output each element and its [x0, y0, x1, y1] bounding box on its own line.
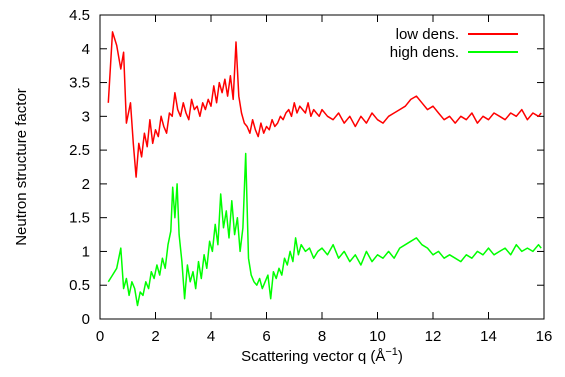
- legend-label-low-dens: low dens.: [396, 26, 459, 43]
- x-tick-label: 10: [369, 328, 386, 345]
- x-axis-label: Scattering vector q (Å−1): [241, 346, 403, 365]
- x-axis-label-text: Scattering vector q (Å: [241, 348, 385, 365]
- y-tick-label: 1: [82, 243, 90, 260]
- y-tick-label: 2.5: [69, 142, 90, 159]
- x-axis-label-superscript: −1: [385, 346, 398, 358]
- y-tick-label: 3: [82, 108, 90, 125]
- y-tick-label: 4.5: [69, 7, 90, 24]
- x-axis-label-close: ): [398, 348, 403, 365]
- y-axis-label: Neutron structure factor: [13, 88, 30, 246]
- series-line-high-dens: [107, 152, 542, 307]
- y-tick-label: 2: [82, 176, 90, 193]
- y-tick-label: 0: [82, 311, 90, 328]
- x-tick-label: 16: [536, 328, 553, 345]
- y-tick-label: 4: [82, 41, 90, 58]
- x-tick-label: 14: [480, 328, 497, 345]
- x-tick-label: 6: [262, 328, 270, 345]
- x-tick-label: 12: [425, 328, 442, 345]
- y-tick-label: 0.5: [69, 277, 90, 294]
- x-axis: 0 2 4 6 8 10 12 14 16: [96, 15, 553, 345]
- y-tick-label: 3.5: [69, 75, 90, 92]
- y-axis: 0 0.5 1 1.5 2 2.5 3 3.5 4 4.5: [69, 7, 544, 328]
- x-tick-label: 2: [151, 328, 159, 345]
- legend: low dens. high dens.: [390, 26, 518, 61]
- plot-frame: [99, 14, 545, 320]
- y-tick-label: 1.5: [69, 210, 90, 227]
- legend-label-high-dens: high dens.: [390, 44, 459, 61]
- series-line-low-dens: [107, 31, 542, 178]
- x-tick-label: 0: [96, 328, 104, 345]
- x-tick-label: 8: [318, 328, 326, 345]
- x-tick-label: 4: [207, 328, 215, 345]
- plot-area: [107, 31, 542, 307]
